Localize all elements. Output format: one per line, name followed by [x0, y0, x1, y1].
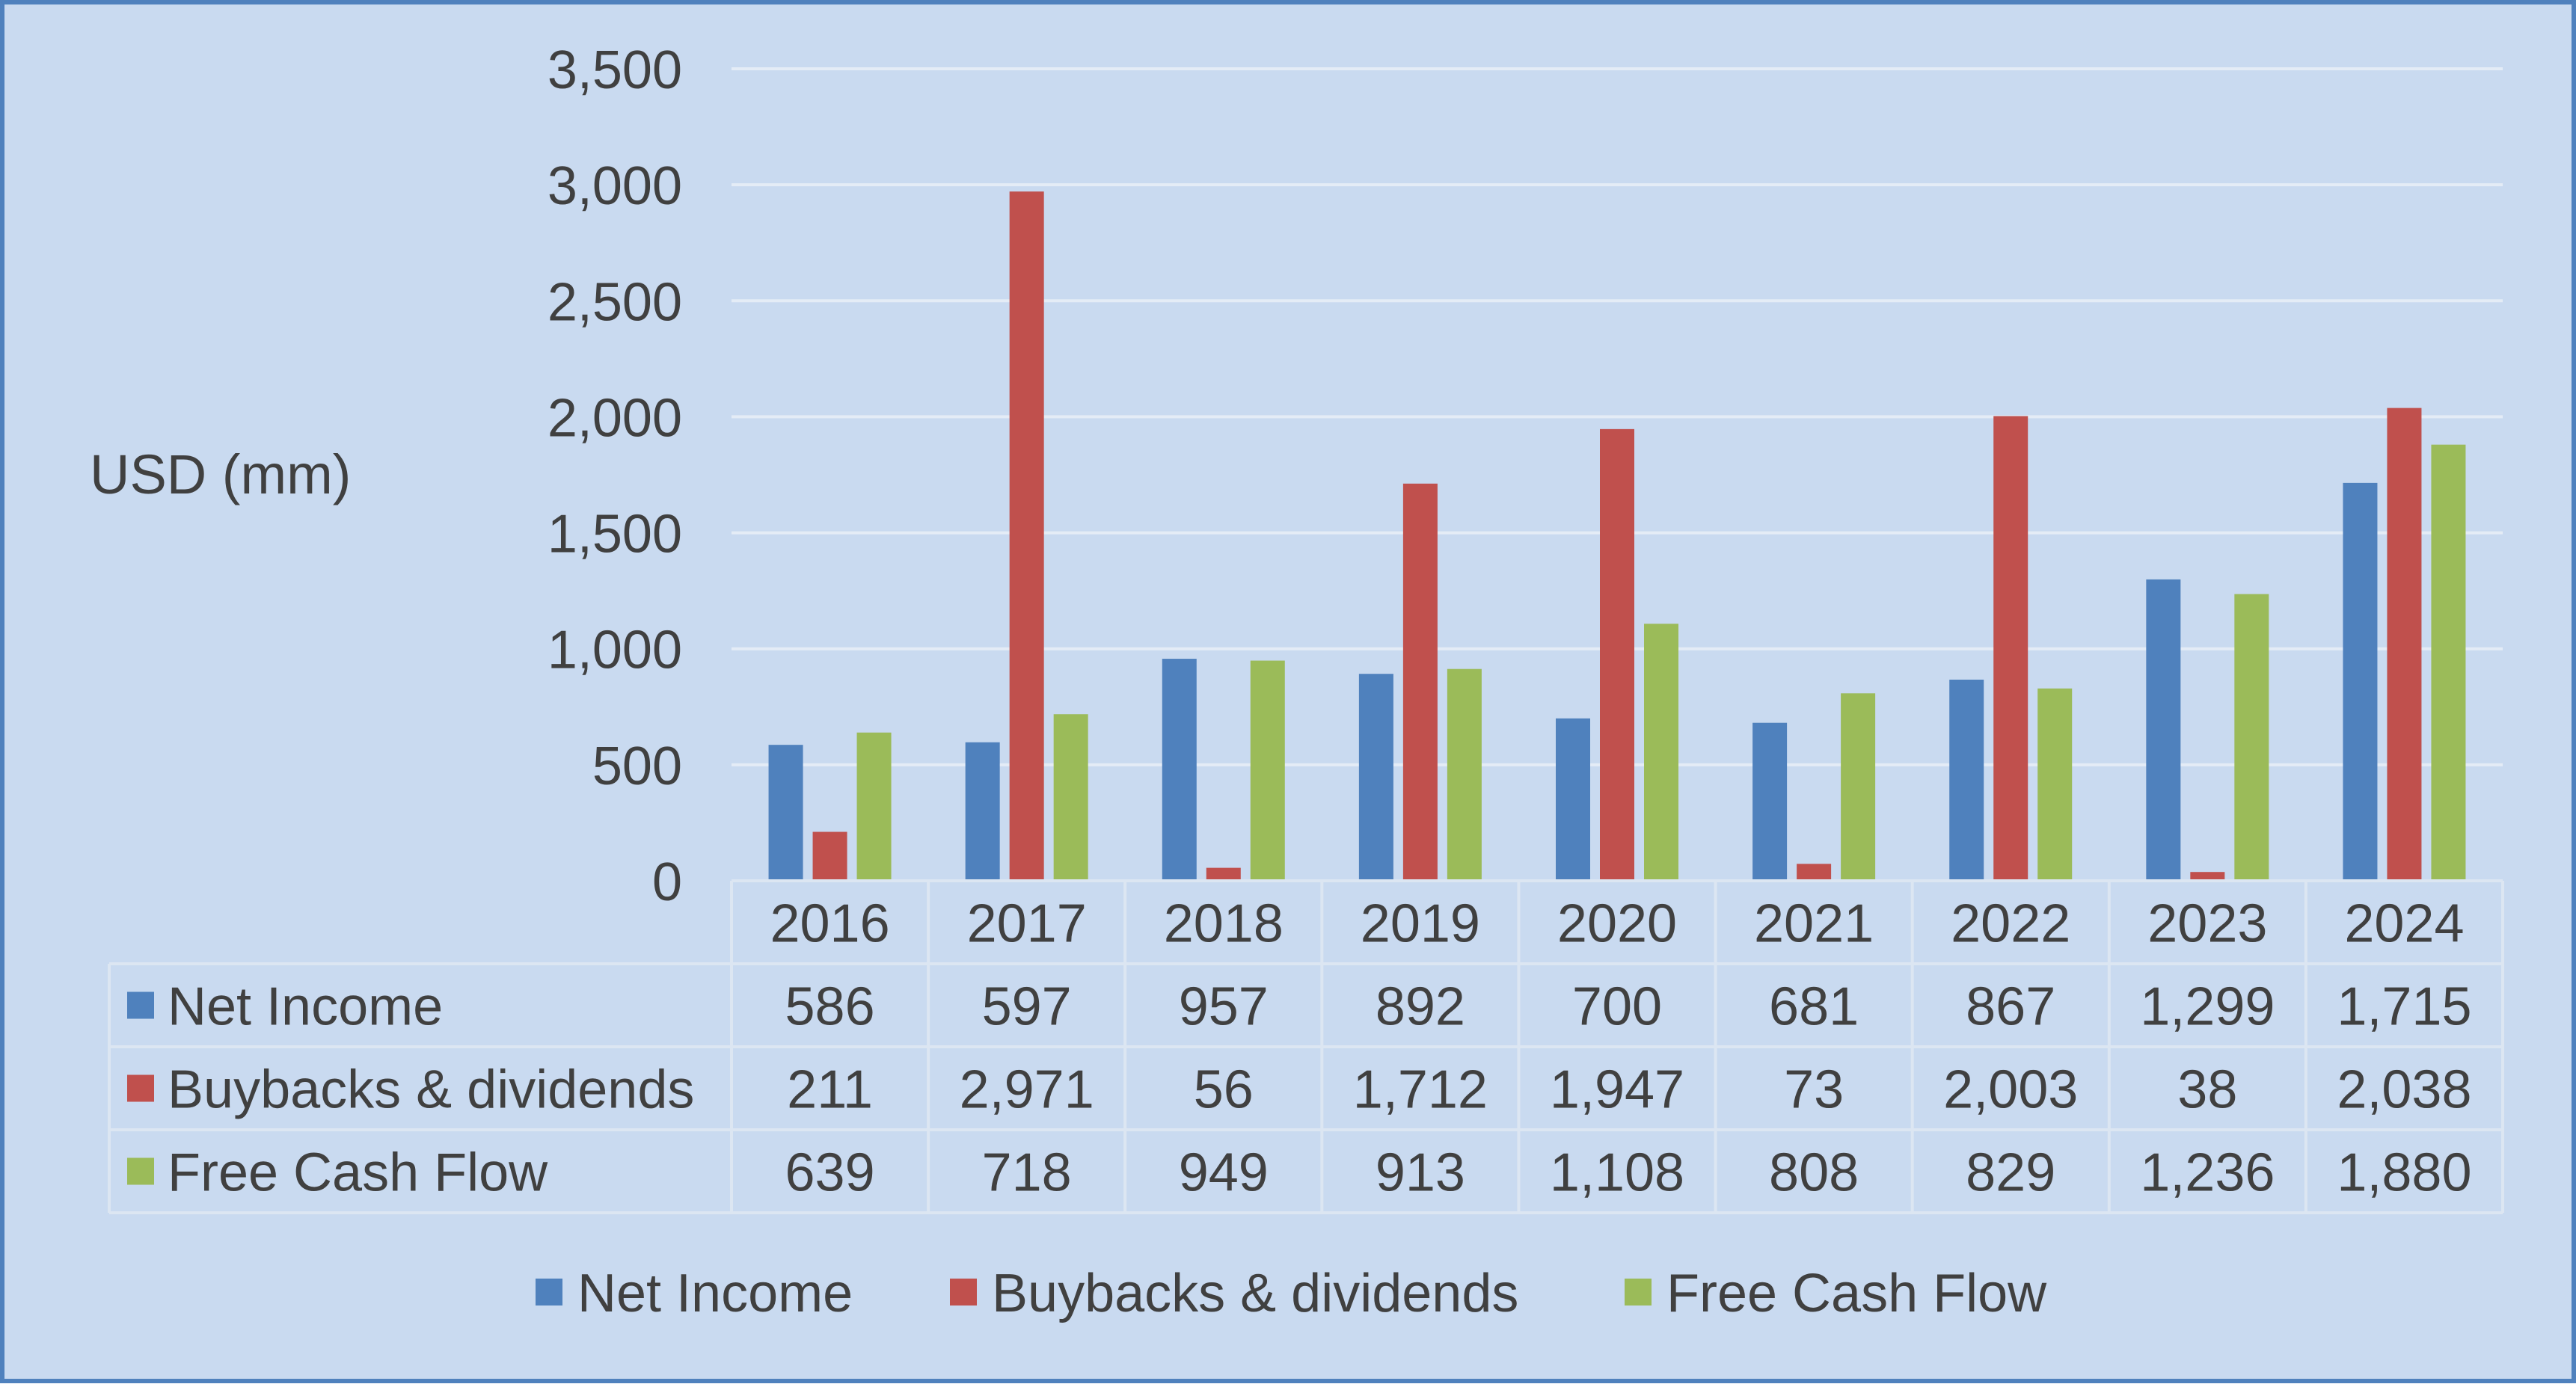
category-label: 2018 — [1164, 894, 1284, 954]
y-axis: 0 500 1,000 1,500 2,000 2,500 3,000 3,500 — [548, 40, 682, 912]
bar-free-cash-flow-2022 — [2037, 688, 2073, 881]
bar-buybacks-dividends-2023 — [2190, 872, 2225, 881]
bar-buybacks-dividends-2018 — [1206, 867, 1241, 881]
table-cell-value: 957 — [1179, 977, 1269, 1037]
legend-label: Free Cash Flow — [1666, 1264, 2047, 1323]
category-label: 2016 — [770, 894, 889, 954]
legend-key — [950, 1279, 977, 1305]
category-label: 2017 — [967, 894, 1087, 954]
table-cell-value: 211 — [787, 1060, 873, 1120]
table-legend-key — [127, 1157, 154, 1185]
table-cell-value: 700 — [1572, 977, 1662, 1037]
bar-net-income-2019 — [1358, 674, 1393, 881]
legend-label: Net Income — [577, 1264, 853, 1323]
table-cell-value: 639 — [785, 1143, 874, 1203]
category-label: 2019 — [1361, 894, 1480, 954]
bar-free-cash-flow-2019 — [1447, 668, 1482, 881]
legend-key — [536, 1279, 562, 1305]
table-cell-value: 73 — [1784, 1060, 1844, 1120]
y-tick-label: 1,000 — [548, 621, 682, 680]
bars — [768, 191, 2466, 882]
bar-buybacks-dividends-2022 — [1993, 416, 2028, 881]
table-series-name: Buybacks & dividends — [168, 1060, 694, 1120]
bar-buybacks-dividends-2019 — [1402, 483, 1438, 881]
table-cell-value: 2,038 — [2337, 1060, 2471, 1120]
legend-label: Buybacks & dividends — [992, 1264, 1518, 1323]
y-tick-label: 2,000 — [548, 388, 682, 448]
bar-free-cash-flow-2024 — [2431, 444, 2466, 881]
bar-free-cash-flow-2018 — [1250, 660, 1285, 881]
table-cell-value: 1,236 — [2140, 1143, 2275, 1203]
data-table: 2016 2017 2018 2019 2020 2021 2022 2023 2024 Net … — [108, 879, 2504, 1214]
table-cell-value: 949 — [1179, 1143, 1269, 1203]
table-cell-value: 681 — [1769, 977, 1859, 1037]
table-series-name: Free Cash Flow — [168, 1143, 548, 1203]
y-tick-label: 1,500 — [548, 505, 682, 565]
table-cell-value: 1,880 — [2337, 1143, 2471, 1203]
y-axis-label: USD (mm) — [90, 443, 351, 505]
table-cell-value: 829 — [1966, 1143, 2055, 1203]
bar-net-income-2021 — [1752, 722, 1788, 881]
table-cell-value: 1,108 — [1550, 1143, 1684, 1203]
bar-net-income-2020 — [1556, 718, 1590, 881]
bar-buybacks-dividends-2021 — [1797, 864, 1832, 881]
bar-buybacks-dividends-2020 — [1600, 428, 1634, 881]
table-cell-value: 597 — [982, 977, 1072, 1037]
y-tick-label: 0 — [652, 852, 682, 912]
legend[interactable]: Net Income Buybacks & dividends Free Cash … — [536, 1264, 2047, 1323]
bar-buybacks-dividends-2017 — [1009, 191, 1044, 882]
bar-net-income-2017 — [965, 742, 1000, 881]
bar-net-income-2018 — [1162, 659, 1197, 881]
table-cell-value: 586 — [785, 977, 874, 1037]
y-tick-label: 3,000 — [548, 156, 682, 216]
table-cell-value: 718 — [982, 1143, 1072, 1203]
legend-item-free-cash-flow[interactable]: Free Cash Flow — [1625, 1264, 2047, 1323]
bar-free-cash-flow-2023 — [2234, 594, 2269, 881]
table-cell-value: 867 — [1966, 977, 2055, 1037]
bar-free-cash-flow-2020 — [1644, 624, 1678, 881]
bar-free-cash-flow-2017 — [1053, 714, 1088, 881]
table-cell-value: 56 — [1194, 1060, 1254, 1120]
bar-free-cash-flow-2021 — [1841, 693, 1876, 881]
table-cell-value: 808 — [1769, 1143, 1859, 1203]
table-cell-value: 892 — [1376, 977, 1465, 1037]
table-cell-value: 2,003 — [1943, 1060, 2078, 1120]
category-label: 2022 — [1951, 894, 2070, 954]
y-tick-label: 500 — [592, 736, 682, 796]
y-tick-label: 3,500 — [548, 40, 682, 100]
table-legend-key — [127, 1074, 154, 1102]
bar-free-cash-flow-2016 — [856, 732, 892, 881]
table-cell-value: 38 — [2177, 1060, 2237, 1120]
category-label: 2020 — [1557, 894, 1677, 954]
bar-buybacks-dividends-2016 — [812, 831, 847, 881]
table-cell-value: 2,971 — [960, 1060, 1094, 1120]
category-label: 2023 — [2147, 894, 2267, 954]
y-tick-label: 2,500 — [548, 272, 682, 332]
legend-item-net-income[interactable]: Net Income — [536, 1264, 853, 1323]
table-cell-value: 913 — [1376, 1143, 1465, 1203]
table-legend-key — [127, 991, 154, 1019]
table-cell-value: 1,947 — [1550, 1060, 1684, 1120]
bar-net-income-2022 — [1949, 679, 1984, 881]
legend-key — [1625, 1279, 1652, 1305]
table-cell-value: 1,715 — [2337, 977, 2471, 1037]
bar-net-income-2023 — [2146, 579, 2181, 881]
table-series-name: Net Income — [168, 977, 443, 1037]
bar-net-income-2016 — [768, 745, 803, 881]
table-cell-value: 1,299 — [2140, 977, 2275, 1037]
bar-net-income-2024 — [2343, 482, 2378, 881]
bar-buybacks-dividends-2024 — [2387, 408, 2422, 881]
category-label: 2021 — [1754, 894, 1874, 954]
table-cell-value: 1,712 — [1353, 1060, 1488, 1120]
category-label: 2024 — [2344, 894, 2464, 954]
legend-item-buybacks-dividends[interactable]: Buybacks & dividends — [950, 1264, 1518, 1323]
